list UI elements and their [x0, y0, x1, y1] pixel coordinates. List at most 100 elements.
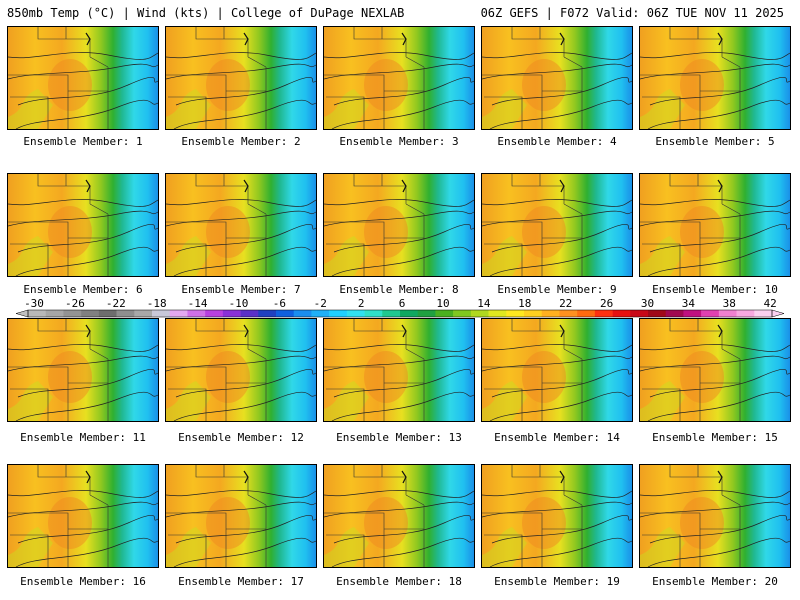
warm-core: [680, 206, 724, 258]
wind-contours: [640, 490, 790, 567]
cool-zone: [640, 527, 685, 567]
temperature-map: [640, 319, 790, 421]
warm-core: [48, 59, 92, 111]
warm-core: [206, 497, 250, 549]
cool-zone: [166, 527, 211, 567]
colorbar-tick-label: -30: [24, 297, 44, 310]
colorbar-tick-label: 18: [518, 297, 531, 310]
ensemble-map-panel: [639, 464, 791, 568]
wind-barb: [559, 179, 565, 193]
wind-contours: [324, 490, 474, 567]
state-borders: [166, 174, 267, 276]
ensemble-member-label: Ensemble Member: 5: [655, 135, 775, 148]
ensemble-member-label: Ensemble Member: 6: [23, 283, 143, 296]
cool-zone: [482, 527, 527, 567]
colorbar-tick-label: 34: [682, 297, 696, 310]
colorbar-swatch: [612, 310, 631, 317]
state-borders: [8, 319, 109, 421]
wind-contours: [482, 199, 632, 276]
colorbar-swatch: [506, 310, 525, 317]
colorbar-swatch: [45, 310, 64, 317]
ensemble-member-label: Ensemble Member: 3: [339, 135, 459, 148]
wind-barb: [401, 179, 407, 193]
ensemble-member-label: Ensemble Member: 15: [652, 431, 778, 444]
colorbar-swatch: [417, 310, 436, 317]
colorbar-outline: [27, 309, 773, 318]
colorbar-tick-label: -2: [314, 297, 327, 310]
colorbar-swatch: [134, 310, 153, 317]
wind-barb: [401, 470, 407, 484]
wind-barb: [85, 32, 91, 46]
temperature-map: [324, 27, 474, 129]
state-borders: [482, 319, 583, 421]
ensemble-member-label: Ensemble Member: 20: [652, 575, 778, 588]
wind-barb: [717, 324, 723, 338]
warm-core: [680, 497, 724, 549]
colorbar-swatch: [152, 310, 171, 317]
wind-contours: [8, 52, 158, 129]
wind-barb: [717, 470, 723, 484]
cool-zone: [8, 236, 53, 276]
ensemble-map-panel: [165, 26, 317, 130]
ensemble-member-label: Ensemble Member: 11: [20, 431, 146, 444]
cool-zone: [324, 527, 369, 567]
temperature-map: [166, 319, 316, 421]
temperature-map: [8, 319, 158, 421]
state-borders: [640, 27, 741, 129]
ensemble-map-panel: [481, 173, 633, 277]
colorbar-tick-label: 22: [559, 297, 572, 310]
wind-contours: [166, 490, 316, 567]
ensemble-map-panel: [639, 318, 791, 422]
colorbar-swatch: [81, 310, 100, 317]
colorbar-swatch: [187, 310, 206, 317]
warm-core: [48, 351, 92, 403]
colorbar-low-arrow: [15, 309, 29, 318]
colorbar-tick-label: -22: [106, 297, 126, 310]
colorbar-swatch: [648, 310, 667, 317]
colorbar-swatch: [524, 310, 543, 317]
ensemble-member-label: Ensemble Member: 7: [181, 283, 301, 296]
temperature-map: [482, 174, 632, 276]
cool-zone: [640, 236, 685, 276]
warm-core: [206, 59, 250, 111]
colorbar-swatch: [240, 310, 259, 317]
cool-zone: [8, 89, 53, 129]
warm-core: [364, 351, 408, 403]
temperature-colorbar: -30 -26 -22 -18 -14 -10 -6 -2 2 6 10 14 18 22 26 30 34 38…: [0, 296, 800, 320]
colorbar-swatch: [382, 310, 401, 317]
colorbar-swatch: [754, 310, 773, 317]
ensemble-member-label: Ensemble Member: 13: [336, 431, 462, 444]
colorbar-swatch: [470, 310, 489, 317]
temperature-map: [640, 174, 790, 276]
ensemble-member-label: Ensemble Member: 2: [181, 135, 301, 148]
temperature-map: [166, 465, 316, 567]
colorbar-tick-label: 14: [477, 297, 491, 310]
colorbar-swatch: [400, 310, 419, 317]
ensemble-member-label: Ensemble Member: 19: [494, 575, 620, 588]
warm-core: [522, 206, 566, 258]
state-borders: [640, 319, 741, 421]
wind-barb: [401, 32, 407, 46]
colorbar-swatch: [205, 310, 224, 317]
state-borders: [640, 174, 741, 276]
colorbar-high-arrow: [771, 309, 785, 318]
colorbar-swatch: [364, 310, 383, 317]
cool-zone: [482, 236, 527, 276]
colorbar-tick-label: 42: [764, 297, 777, 310]
colorbar-tick-label: -10: [229, 297, 249, 310]
colorbar-swatch: [718, 310, 737, 317]
wind-barb: [85, 470, 91, 484]
colorbar-swatch: [577, 310, 596, 317]
colorbar-tick-label: 30: [641, 297, 654, 310]
warm-core: [522, 351, 566, 403]
cool-zone: [166, 89, 211, 129]
cool-zone: [8, 381, 53, 421]
state-borders: [324, 465, 425, 567]
temperature-map: [324, 174, 474, 276]
ensemble-member-label: Ensemble Member: 4: [497, 135, 617, 148]
map-header-right: 06Z GEFS | F072 Valid: 06Z TUE NOV 11 20…: [480, 6, 784, 20]
state-borders: [482, 27, 583, 129]
wind-contours: [640, 52, 790, 129]
warm-core: [680, 351, 724, 403]
wind-contours: [8, 344, 158, 421]
